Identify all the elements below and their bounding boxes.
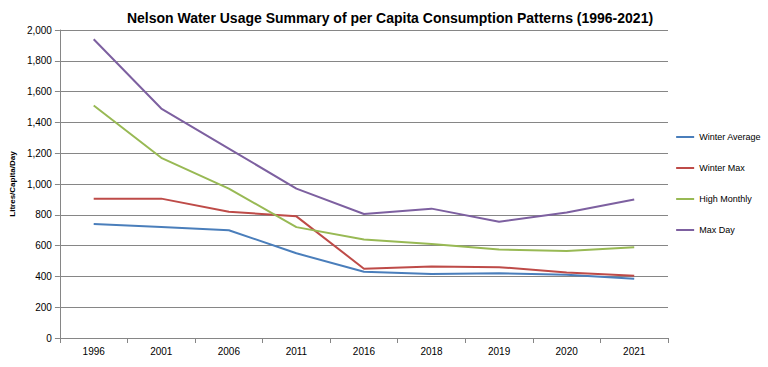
svg-text:2,000: 2,000 xyxy=(27,25,52,36)
svg-text:800: 800 xyxy=(35,209,52,220)
svg-text:1996: 1996 xyxy=(83,346,106,357)
svg-text:2016: 2016 xyxy=(353,346,376,357)
svg-text:Litres/Capita/Day: Litres/Capita/Day xyxy=(8,151,17,217)
svg-text:600: 600 xyxy=(35,240,52,251)
svg-text:High Monthly: High Monthly xyxy=(699,194,752,204)
svg-text:Max Day: Max Day xyxy=(699,225,735,235)
svg-text:Winter Max: Winter Max xyxy=(699,163,745,173)
svg-text:0: 0 xyxy=(46,333,52,344)
svg-text:2006: 2006 xyxy=(218,346,241,357)
svg-text:2001: 2001 xyxy=(150,346,173,357)
svg-text:2021: 2021 xyxy=(623,346,646,357)
svg-text:2018: 2018 xyxy=(420,346,443,357)
svg-text:1,000: 1,000 xyxy=(27,179,52,190)
svg-text:1,400: 1,400 xyxy=(27,117,52,128)
svg-text:400: 400 xyxy=(35,271,52,282)
svg-text:Winter Average: Winter Average xyxy=(699,132,760,142)
svg-text:2011: 2011 xyxy=(286,346,308,357)
svg-text:Nelson Water Usage Summary of: Nelson Water Usage Summary of per Capita… xyxy=(127,10,653,26)
svg-text:2019: 2019 xyxy=(488,346,511,357)
svg-text:1,600: 1,600 xyxy=(27,86,52,97)
svg-text:1,200: 1,200 xyxy=(27,148,52,159)
svg-text:2020: 2020 xyxy=(556,346,579,357)
svg-text:1,800: 1,800 xyxy=(27,55,52,66)
svg-text:200: 200 xyxy=(35,302,52,313)
